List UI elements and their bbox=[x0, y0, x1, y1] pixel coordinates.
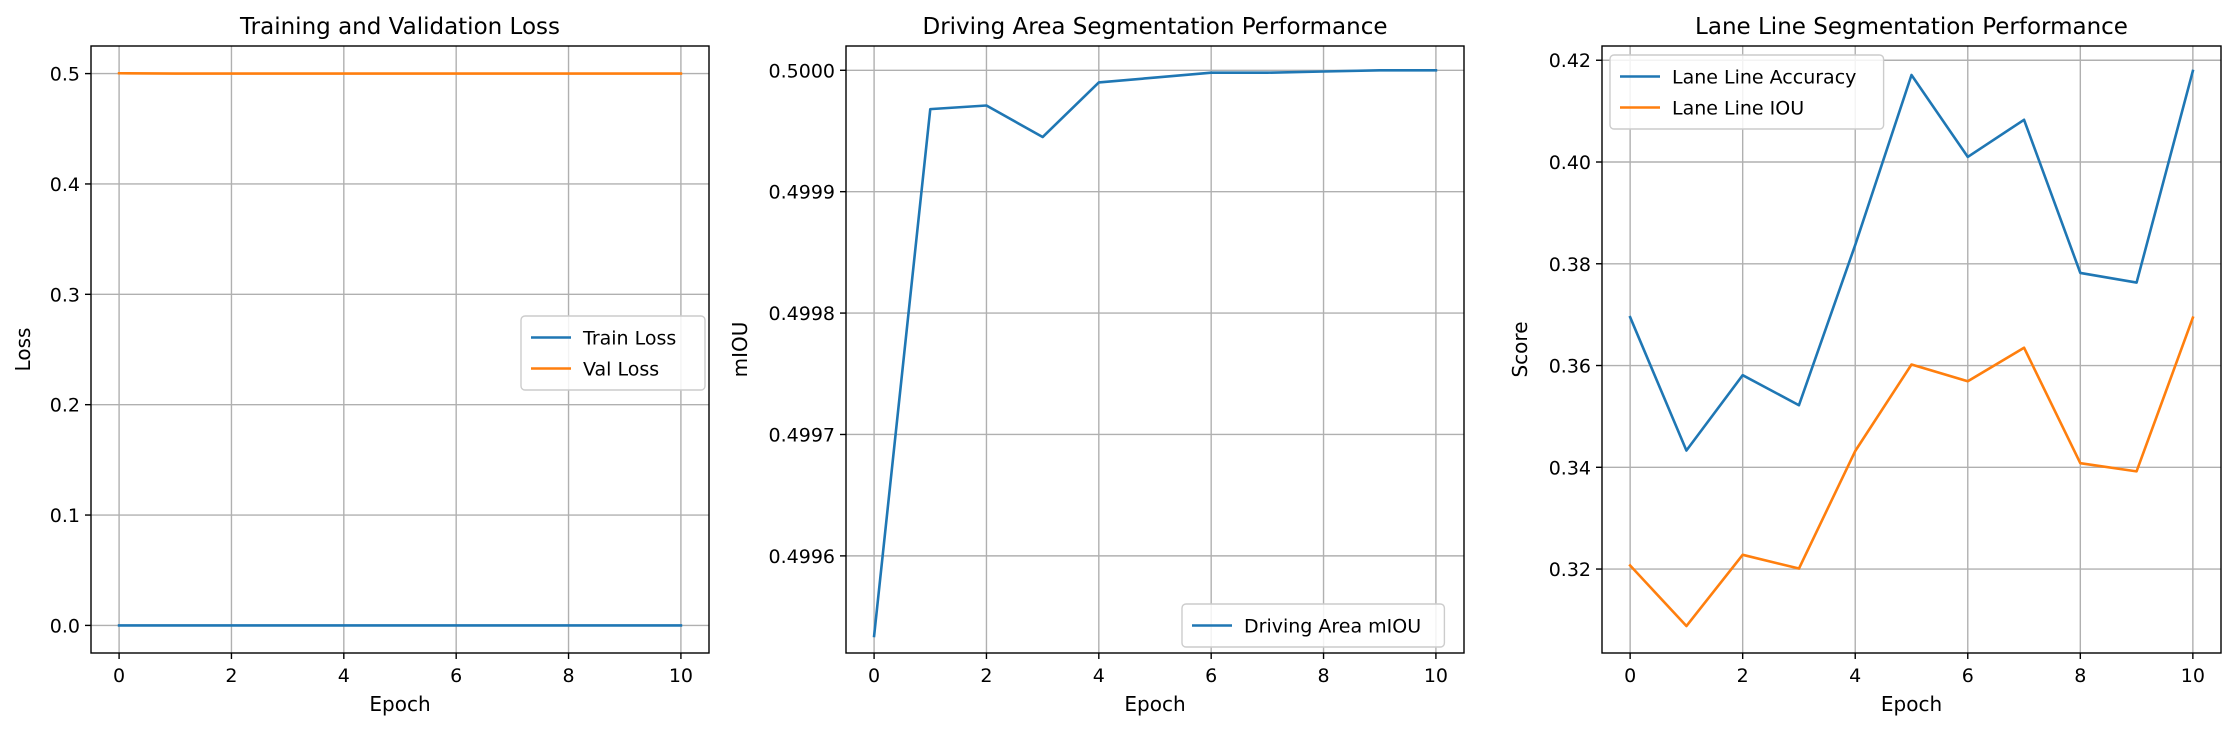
axes-frame bbox=[1601, 45, 2222, 654]
chart-panel-2: 0 2 4 6 8 10 0.4996 0.4997 0.4998 0.4999 0.5000 Dri… bbox=[728, 14, 1465, 716]
x-tick-label: 6 bbox=[1962, 665, 1974, 687]
chart-title: Training and Validation Loss bbox=[239, 14, 560, 40]
axes-frame bbox=[845, 45, 1465, 654]
legend-box bbox=[1609, 54, 1885, 130]
y-axis-label: mIOU bbox=[728, 322, 752, 378]
x-tick-label: 6 bbox=[1205, 665, 1217, 687]
chart-title: Driving Area Segmentation Performance bbox=[923, 14, 1388, 40]
series-line-1 bbox=[1628, 69, 2195, 452]
legend: Lane Line Accuracy Lane Line IOU bbox=[1609, 54, 1885, 130]
x-tick-label: 4 bbox=[1849, 665, 1861, 687]
x-tick-label: 10 bbox=[2181, 665, 2205, 687]
x-tick-label: 4 bbox=[1093, 665, 1105, 687]
y-tick-label: 0.5000 bbox=[769, 60, 835, 82]
legend-label: Lane Line IOU bbox=[1672, 98, 1804, 120]
x-tick-label: 10 bbox=[1424, 665, 1448, 687]
x-tick-label: 8 bbox=[1317, 665, 1329, 687]
y-tick-label: 0.0 bbox=[50, 615, 80, 637]
y-tick-label: 0.42 bbox=[1549, 50, 1591, 72]
legend: Driving Area mIOU bbox=[1181, 603, 1446, 648]
y-axis-label: Loss bbox=[11, 328, 35, 372]
x-tick-label: 0 bbox=[868, 665, 880, 687]
legend-label: Lane Line Accuracy bbox=[1672, 67, 1856, 89]
x-tick-label: 10 bbox=[669, 665, 693, 687]
chart-panel-1: 0 2 4 6 8 10 0.0 0.1 0.2 0.3 0.4 0.5 Training and Va… bbox=[11, 14, 710, 716]
legend-label: Driving Area mIOU bbox=[1244, 616, 1421, 638]
y-tick-label: 0.32 bbox=[1549, 559, 1591, 581]
y-tick-label: 0.3 bbox=[50, 284, 80, 306]
y-tick-label: 0.4999 bbox=[769, 182, 835, 204]
y-tick-label: 0.38 bbox=[1549, 254, 1591, 276]
y-tick-label: 0.1 bbox=[50, 505, 80, 527]
y-tick-label: 0.34 bbox=[1549, 457, 1591, 479]
legend-box bbox=[520, 315, 706, 391]
chart-panel-3: 0 2 4 6 8 10 0.32 0.34 0.36 0.38 0.40 0.42 Lane Line… bbox=[1508, 14, 2222, 716]
x-tick-label: 8 bbox=[562, 665, 574, 687]
x-axis-label: Epoch bbox=[1881, 692, 1942, 716]
x-tick-label: 0 bbox=[113, 665, 125, 687]
x-tick-label: 4 bbox=[338, 665, 350, 687]
x-tick-label: 6 bbox=[450, 665, 462, 687]
legend-label: Train Loss bbox=[582, 328, 676, 350]
y-tick-label: 0.40 bbox=[1549, 152, 1591, 174]
y-axis-label: Score bbox=[1508, 321, 1532, 377]
x-tick-label: 8 bbox=[2074, 665, 2086, 687]
y-tick-label: 0.5 bbox=[50, 64, 80, 86]
x-tick-label: 2 bbox=[1737, 665, 1749, 687]
y-tick-label: 0.2 bbox=[50, 395, 80, 417]
y-tick-label: 0.36 bbox=[1549, 356, 1591, 378]
chart-title: Lane Line Segmentation Performance bbox=[1695, 14, 2128, 40]
series-line-2 bbox=[1628, 316, 2195, 628]
y-tick-label: 0.4996 bbox=[769, 546, 835, 568]
legend-box bbox=[1181, 603, 1446, 648]
x-tick-label: 0 bbox=[1624, 665, 1636, 687]
legend-label: Val Loss bbox=[583, 359, 659, 381]
y-tick-label: 0.4998 bbox=[769, 303, 835, 325]
x-tick-label: 2 bbox=[225, 665, 237, 687]
series-line-1 bbox=[872, 68, 1438, 638]
x-axis-label: Epoch bbox=[1124, 692, 1185, 716]
y-tick-label: 0.4 bbox=[50, 174, 80, 196]
x-tick-label: 2 bbox=[980, 665, 992, 687]
y-tick-label: 0.4997 bbox=[769, 424, 835, 446]
axes-frame bbox=[90, 45, 710, 654]
x-axis-label: Epoch bbox=[369, 692, 430, 716]
legend: Train Loss Val Loss bbox=[520, 315, 706, 391]
